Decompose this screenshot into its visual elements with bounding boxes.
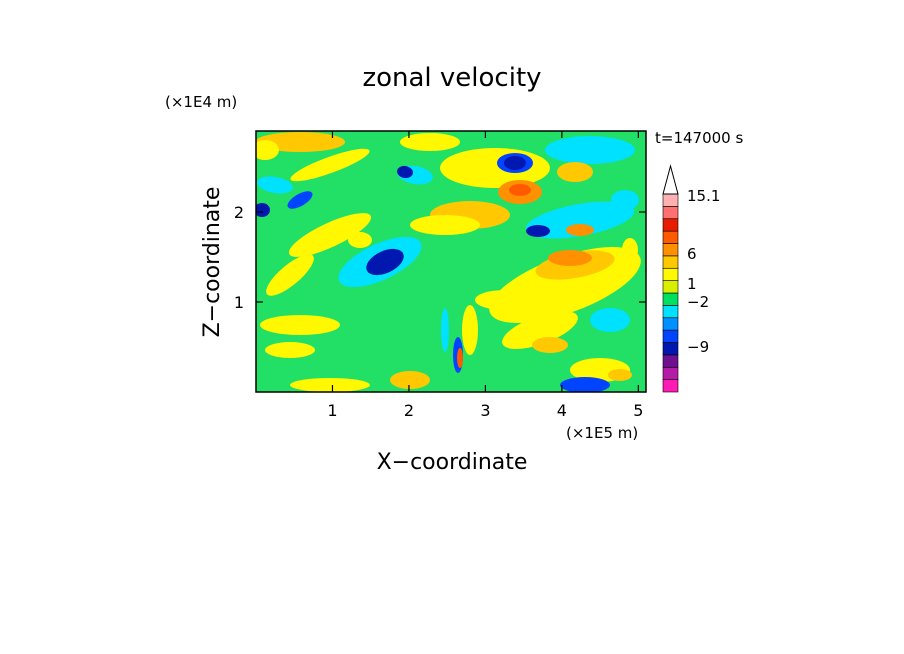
contour-region [266,254,314,296]
contour-region [397,165,413,179]
y-tick-label: 2 [234,203,244,222]
contour-region [257,176,293,194]
contour-region [410,215,480,235]
contour-region [532,337,568,353]
x-ticks: 1 2 3 4 5 [327,131,643,420]
velocity-field [256,131,646,392]
contour-region [260,315,340,335]
contour-region [525,201,635,239]
contour-region [608,369,632,381]
contour-region [566,224,594,236]
x-tick-label: 1 [327,401,337,420]
colorbar-label: 6 [687,245,697,263]
contour-region [288,213,372,257]
colorbar-label: 1 [687,275,697,293]
contour-region [462,305,478,355]
colorbar-swatch [662,329,679,343]
x-tick-label: 2 [404,401,414,420]
colorbar: 15.1 6 1−2 −9 [662,164,720,393]
colorbar-swatch [662,218,679,232]
y-tick-label: 1 [234,293,244,312]
colorbar-swatch [662,255,679,269]
contour-region [265,342,315,358]
contour-region [548,250,592,266]
colorbar-swatch [662,342,679,356]
contour-region [502,311,578,349]
colorbar-swatch [662,366,679,380]
contour-region [256,140,279,160]
y-ticks: 12 [234,203,646,312]
contour-region [590,308,630,332]
contour-region [287,191,313,209]
colorbar-swatch [662,379,679,393]
contour-region [440,148,550,188]
colorbar-label: −9 [687,338,709,356]
contour-region [509,184,531,196]
colorbar-swatch [662,280,679,294]
contour-region [390,371,430,389]
contour-region [290,148,370,182]
chart-title: zonal velocity [362,63,541,93]
plot-frame [255,130,647,393]
colorbar-swatch [662,206,679,220]
contour-region [441,308,449,352]
contour-region [256,203,270,217]
colorbar-swatch [662,230,679,244]
contour-region [622,238,638,262]
contour-region [366,248,404,276]
contour-region [560,377,610,392]
x-axis-title: X−coordinate [377,450,528,475]
colorbar-label: −2 [687,293,709,311]
contour-region [290,378,370,392]
contour-region [526,225,550,237]
x-tick-label: 3 [480,401,490,420]
contour-region [611,190,639,210]
colorbar-swatch [662,354,679,368]
y-unit-label: (×1E4 m) [165,93,237,111]
contour-region [504,156,526,170]
colorbar-swatch [662,292,679,306]
colorbar-extend-arrow [662,164,679,195]
colorbar-swatch [662,267,679,281]
x-tick-label: 5 [633,401,643,420]
contour-region [545,136,635,164]
contour-region [557,162,593,182]
contour-region [475,290,535,310]
colorbar-label: 15.1 [687,187,720,205]
contour-region [348,232,372,248]
colorbar-swatch [662,243,679,257]
colorbar-swatch [662,305,679,319]
y-axis-title: Z−coordinate [200,187,225,338]
x-tick-label: 4 [557,401,567,420]
contour-region [457,348,463,368]
colorbar-swatch [662,317,679,331]
contour-region [400,133,460,151]
colorbar-swatch [662,193,679,207]
time-label: t=147000 s [655,129,743,147]
x-unit-label: (×1E5 m) [566,424,638,442]
